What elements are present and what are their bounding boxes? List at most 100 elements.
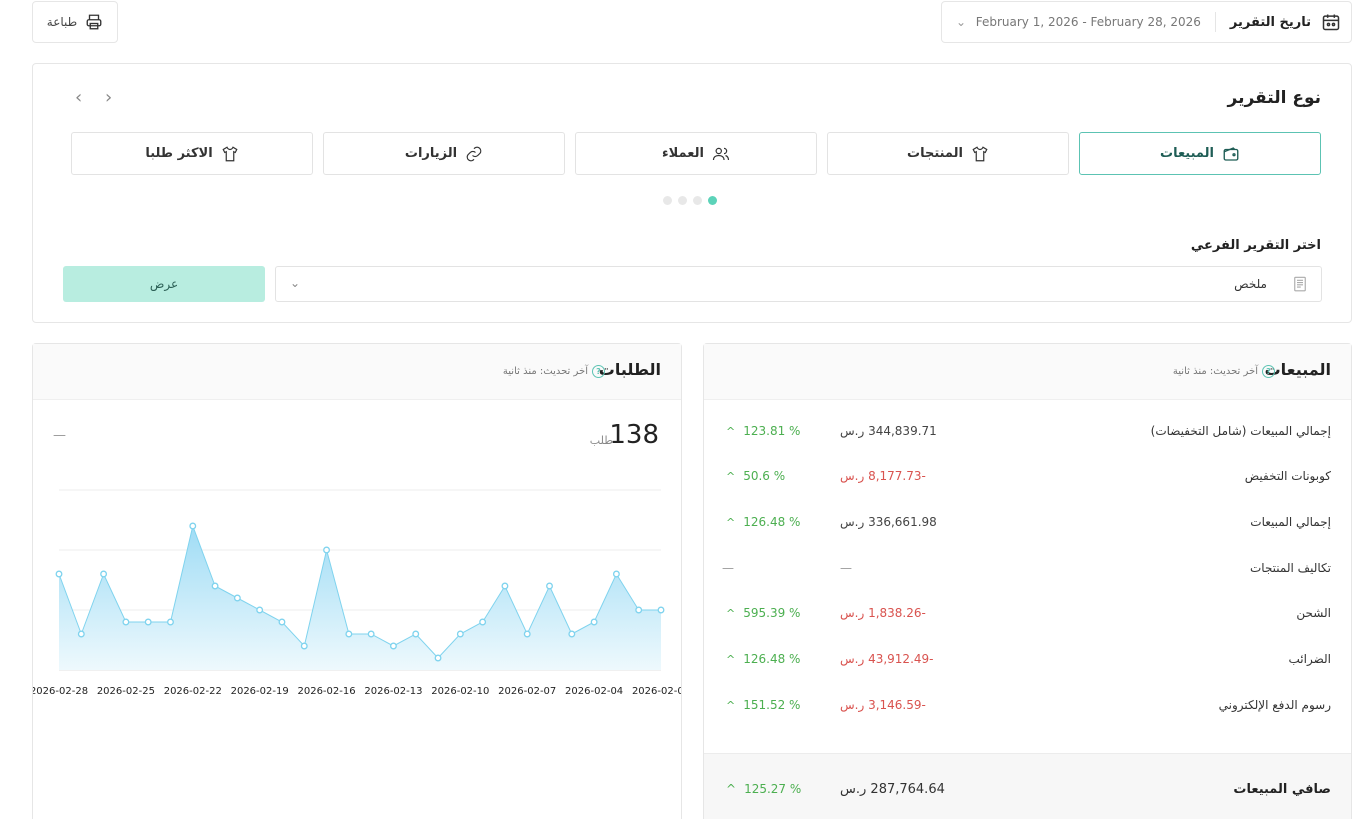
chevron-down-icon: ⌄ xyxy=(956,15,967,29)
data-point[interactable] xyxy=(189,522,197,530)
orders-updated: آخر تحديث: منذ ثانية ? xyxy=(503,365,605,378)
data-point[interactable] xyxy=(167,618,174,626)
sales-title: المبيعات xyxy=(1264,360,1331,379)
sales-row: إجمالي المبيعات 336,661.98 ر.س ^ 126.48 % xyxy=(704,515,1351,535)
data-point[interactable] xyxy=(278,618,286,626)
data-point[interactable] xyxy=(612,570,620,578)
row-pct: 50.6 % xyxy=(743,469,786,483)
sales-updated: آخر تحديث: منذ ثانية ? xyxy=(1173,365,1275,378)
arrow-up-icon: ^ xyxy=(726,782,737,796)
orders-card-header: الطلبات آخر تحديث: منذ ثانية ? xyxy=(33,344,681,400)
row-change: ^ 50.6 % xyxy=(726,469,785,483)
data-point[interactable] xyxy=(635,606,643,614)
data-point[interactable] xyxy=(345,630,353,638)
tab-visits[interactable]: الزيارات xyxy=(323,132,565,175)
data-point[interactable] xyxy=(211,582,219,590)
row-pct: — xyxy=(722,561,734,575)
carousel-dot[interactable] xyxy=(663,196,672,205)
data-point[interactable] xyxy=(367,630,375,638)
users-icon xyxy=(712,147,730,160)
wallet-icon xyxy=(1223,146,1239,161)
tab-label: العملاء xyxy=(662,146,704,161)
orders-total: 138 xyxy=(609,420,659,450)
data-point[interactable] xyxy=(657,606,665,614)
net-sales-row: صافي المبيعات 287,764.64 ر.س ^ 125.27 % xyxy=(704,753,1351,819)
net-sales-change: ^ 125.27 % xyxy=(726,782,801,796)
data-point[interactable] xyxy=(77,630,85,638)
data-point[interactable] xyxy=(546,582,553,590)
data-point[interactable] xyxy=(568,630,576,638)
show-button[interactable]: عرض xyxy=(63,266,265,302)
row-amount: -43,912.49 ر.س xyxy=(840,652,934,666)
report-type-title: نوع التقرير xyxy=(1227,88,1322,108)
sales-row: تكاليف المنتجات — — xyxy=(704,561,1351,581)
tab-most-ordered[interactable]: الاكثر طلبا xyxy=(71,132,313,175)
tab-products[interactable]: المنتجات xyxy=(827,132,1069,175)
data-point[interactable] xyxy=(523,630,531,638)
date-range-value: February 1, 2026 - February 28, 2026 xyxy=(976,12,1216,32)
link-icon xyxy=(466,146,482,161)
orders-dash: — xyxy=(53,428,66,443)
data-point[interactable] xyxy=(233,594,241,602)
row-name: إجمالي المبيعات (شامل التخفيضات) xyxy=(1150,424,1331,438)
carousel-dot[interactable] xyxy=(678,196,687,205)
calendar-icon xyxy=(1322,14,1340,31)
row-pct: 126.48 % xyxy=(743,652,801,666)
row-amount: -3,146.59 ر.س xyxy=(840,698,926,712)
row-amount: — xyxy=(840,561,852,575)
sales-card-header: المبيعات آخر تحديث: منذ ثانية ? xyxy=(704,344,1351,400)
row-name: تكاليف المنتجات xyxy=(1249,561,1331,575)
sales-row: رسوم الدفع الإلكتروني -3,146.59 ر.س ^ 151… xyxy=(704,698,1351,718)
data-point[interactable] xyxy=(100,570,108,578)
tab-label: المبيعات xyxy=(1160,146,1214,161)
data-point[interactable] xyxy=(323,546,331,554)
row-pct: 123.81 % xyxy=(743,424,801,438)
data-point[interactable] xyxy=(590,618,598,626)
data-point[interactable] xyxy=(144,618,152,626)
net-sales-amount: 287,764.64 ر.س xyxy=(840,782,945,797)
data-point[interactable] xyxy=(300,642,308,650)
row-amount: 344,839.71 ر.س xyxy=(840,424,937,438)
data-point[interactable] xyxy=(122,618,130,626)
data-point[interactable] xyxy=(456,630,464,638)
tab-label: المنتجات xyxy=(907,146,963,161)
sub-report-select[interactable]: ⌄ ملخص xyxy=(275,266,1322,302)
carousel-dot[interactable] xyxy=(693,196,702,205)
chevron-left-icon[interactable]: ‹ xyxy=(75,87,83,108)
help-icon[interactable]: ? xyxy=(592,365,605,378)
report-type-panel: نوع التقرير ‹ › المبيعات المنتجات العملا… xyxy=(32,63,1352,323)
carousel-dots xyxy=(663,196,717,205)
orders-area xyxy=(59,526,661,670)
x-tick-label: 2026-02-10 xyxy=(431,686,489,697)
updated-text: آخر تحديث: منذ ثانية xyxy=(502,366,588,377)
row-amount: -8,177.73 ر.س xyxy=(840,469,926,483)
data-point[interactable] xyxy=(479,618,487,626)
carousel-dot-active[interactable] xyxy=(708,196,717,205)
updated-text: آخر تحديث: منذ ثانية xyxy=(1172,366,1258,377)
arrow-up-icon: ^ xyxy=(726,469,736,483)
data-point[interactable] xyxy=(501,582,509,590)
row-pct: 595.39 % xyxy=(743,606,801,620)
data-point[interactable] xyxy=(412,630,420,638)
print-button-label: طباعة xyxy=(46,15,78,29)
chevron-right-icon[interactable]: › xyxy=(105,87,113,108)
row-change: ^ 126.48 % xyxy=(726,652,800,666)
data-point[interactable] xyxy=(55,570,63,578)
shirt-icon xyxy=(222,145,238,161)
data-point[interactable] xyxy=(389,642,397,650)
x-tick-label: 2026-02-13 xyxy=(364,686,422,697)
orders-chart: 2026-02-28 2026-02-25 2026-02-22 2026-02-19… xyxy=(33,489,681,697)
x-tick-label: 2026-02-28 xyxy=(33,686,88,697)
tab-customers[interactable]: العملاء xyxy=(575,132,817,175)
print-button[interactable]: طباعة xyxy=(32,1,118,43)
row-pct: 126.48 % xyxy=(743,515,801,529)
report-date-picker[interactable]: ⌄ February 1, 2026 - February 28, 2026 ت… xyxy=(941,1,1352,43)
row-change: ^ 595.39 % xyxy=(726,606,800,620)
tab-label: الاكثر طلبا xyxy=(145,146,213,161)
x-tick-label: 2026-02-01 xyxy=(632,686,681,697)
data-point[interactable] xyxy=(256,606,264,614)
row-name: كوبونات التخفيض xyxy=(1244,469,1331,483)
help-icon[interactable]: ? xyxy=(1262,365,1275,378)
data-point[interactable] xyxy=(434,654,442,662)
tab-sales[interactable]: المبيعات xyxy=(1079,132,1321,175)
